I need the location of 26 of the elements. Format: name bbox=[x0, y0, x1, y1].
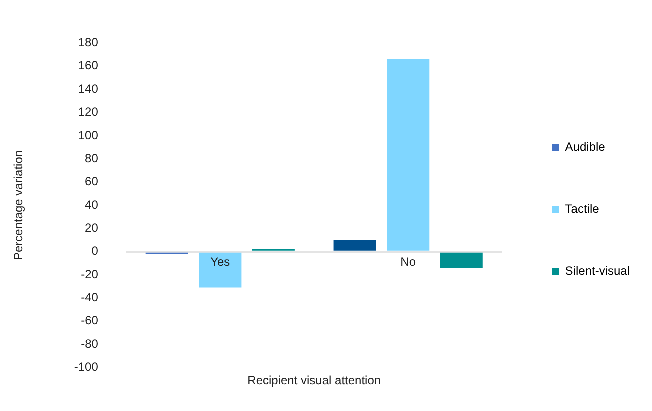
legend-label: Tactile bbox=[565, 202, 600, 216]
bar bbox=[440, 252, 483, 268]
y-tick-label: 60 bbox=[85, 174, 99, 189]
bar bbox=[387, 59, 430, 251]
y-tick-label: 0 bbox=[92, 244, 99, 258]
y-tick-label: 140 bbox=[78, 82, 99, 96]
y-tick-label: 160 bbox=[78, 58, 99, 73]
y-tick-label: -100 bbox=[74, 360, 99, 374]
x-axis-title: Recipient visual attention bbox=[248, 373, 382, 388]
bar bbox=[334, 240, 376, 251]
legend-label: Audible bbox=[565, 140, 606, 154]
y-tick-label: 80 bbox=[85, 151, 99, 166]
y-tick-label: 20 bbox=[85, 221, 99, 235]
y-tick-label: -60 bbox=[81, 314, 99, 328]
legend-label: Silent-visual bbox=[565, 264, 630, 278]
y-tick-label: 180 bbox=[78, 36, 99, 50]
y-tick-label: -20 bbox=[81, 267, 99, 282]
y-axis-title: Percentage variation bbox=[12, 150, 26, 261]
y-tick-label: 40 bbox=[85, 198, 99, 212]
y-tick-label: 100 bbox=[78, 128, 99, 142]
bar bbox=[199, 252, 242, 288]
y-tick-label: 120 bbox=[78, 105, 99, 120]
x-tick-label: No bbox=[400, 255, 416, 270]
y-tick-label: -40 bbox=[81, 290, 99, 305]
y-tick-label: -80 bbox=[81, 336, 99, 351]
x-tick-label: Yes bbox=[210, 255, 230, 270]
